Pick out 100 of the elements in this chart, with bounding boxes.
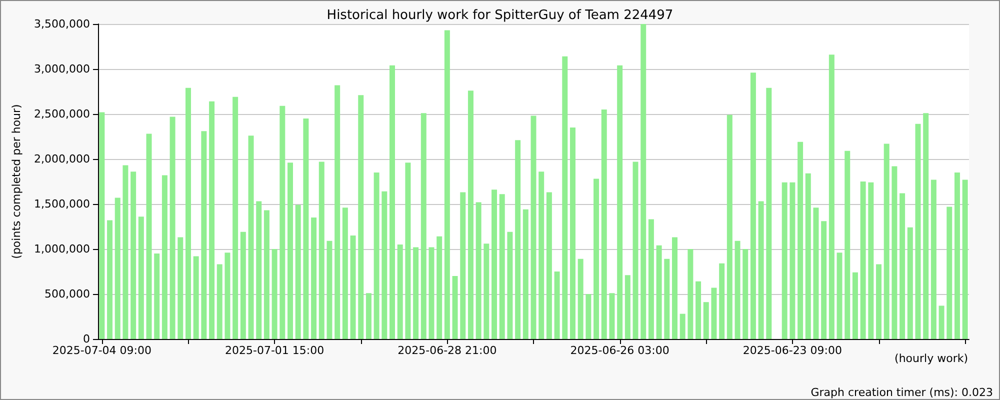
bar <box>828 54 834 339</box>
bar <box>876 264 882 339</box>
bar <box>350 236 356 339</box>
bar <box>366 293 372 339</box>
bar <box>295 204 301 339</box>
bar <box>954 172 960 339</box>
bar <box>170 116 176 339</box>
bar <box>750 72 756 339</box>
bar <box>499 194 505 339</box>
bar <box>711 288 717 339</box>
bar <box>413 247 419 339</box>
bar <box>272 249 278 339</box>
bar <box>782 182 788 339</box>
bar <box>193 256 199 339</box>
y-tick-label: 500,000 <box>44 288 90 300</box>
bar <box>758 201 764 339</box>
bar <box>428 247 434 339</box>
bar <box>318 162 324 339</box>
bar <box>138 216 144 339</box>
bar <box>554 272 560 339</box>
y-tick-label: 1,500,000 <box>34 198 90 210</box>
bar <box>107 220 113 339</box>
bar <box>460 192 466 339</box>
bar <box>868 182 874 339</box>
x-tick-label: 2025-07-01 15:00 <box>224 344 324 357</box>
bar <box>232 96 238 339</box>
bar <box>146 134 152 339</box>
text: Graph creation timer (ms): 0.023 <box>810 386 994 399</box>
bar <box>632 162 638 339</box>
y-axis-title: (points completed per hour) <box>10 104 23 259</box>
bar <box>821 221 827 339</box>
bar <box>656 245 662 339</box>
bar <box>688 249 694 339</box>
bar <box>130 172 136 339</box>
bar <box>209 101 215 339</box>
bar <box>288 162 293 339</box>
bar <box>162 175 168 339</box>
bar <box>240 232 246 339</box>
bar <box>546 192 552 339</box>
bar <box>334 85 340 339</box>
bar <box>742 249 748 339</box>
bar <box>601 110 607 339</box>
bar <box>844 150 850 339</box>
y-tick-label: 3,000,000 <box>34 62 90 76</box>
bar <box>397 244 403 339</box>
bar <box>836 252 842 339</box>
bar <box>114 198 120 339</box>
bar <box>617 65 623 339</box>
bar <box>852 272 858 339</box>
bar <box>436 236 442 339</box>
bar <box>578 258 584 339</box>
bar <box>248 136 254 339</box>
bar <box>99 112 105 339</box>
bar <box>382 191 388 339</box>
bar <box>420 113 426 339</box>
bar <box>452 276 458 339</box>
bar <box>562 56 568 339</box>
bar <box>280 106 286 339</box>
bar <box>185 88 191 339</box>
bar <box>515 140 521 339</box>
bar <box>938 306 944 339</box>
bar <box>484 244 490 339</box>
bar <box>492 190 498 339</box>
bar <box>311 218 317 339</box>
bar <box>468 90 474 339</box>
bar <box>915 124 921 339</box>
bar <box>624 275 630 339</box>
bar <box>530 116 536 339</box>
bar <box>178 237 184 339</box>
bar <box>538 172 544 339</box>
bar <box>813 208 819 339</box>
bar <box>640 24 646 339</box>
bar <box>201 131 207 339</box>
bar <box>734 240 740 339</box>
bar <box>224 252 230 339</box>
bar <box>664 258 670 339</box>
x-tick-label: 2025-06-26 03:00 <box>570 344 670 357</box>
bar <box>680 314 686 339</box>
x-tick-label: 2025-06-23 09:00 <box>742 344 842 357</box>
bar <box>766 88 772 339</box>
bar <box>256 201 262 339</box>
bar <box>805 173 811 339</box>
x-tick-label: 2025-07-04 09:00 <box>52 344 152 357</box>
bar <box>930 180 936 339</box>
bar <box>342 208 348 339</box>
bar <box>923 113 929 339</box>
bar <box>303 118 309 339</box>
bar <box>860 182 866 339</box>
y-tick-label: 2,500,000 <box>34 108 90 120</box>
bar <box>444 30 450 339</box>
bar <box>594 178 600 339</box>
bar <box>962 180 968 339</box>
bar <box>798 142 804 339</box>
bar <box>216 264 222 339</box>
bar <box>358 95 364 339</box>
x-axis-title: (hourly work) <box>894 352 968 365</box>
bar <box>790 182 796 339</box>
bar <box>586 294 592 339</box>
bar <box>522 209 528 339</box>
bar <box>900 193 906 339</box>
